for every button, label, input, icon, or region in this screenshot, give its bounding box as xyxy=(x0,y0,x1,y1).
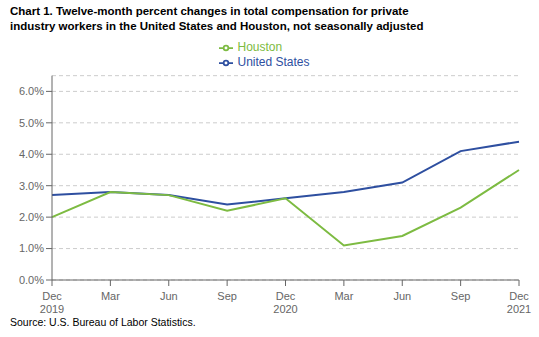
svg-text:4.0%: 4.0% xyxy=(19,148,44,160)
svg-text:5.0%: 5.0% xyxy=(19,117,44,129)
html-text:Houston: Houston xyxy=(237,40,283,54)
svg-text:Dec2021: Dec2021 xyxy=(507,290,531,314)
html-text:Chart 1. Twelve-month percent: Chart 1. Twelve-month percent changes in… xyxy=(10,5,409,17)
svg-text:Sep: Sep xyxy=(217,290,237,302)
html-text:United States: United States xyxy=(237,54,310,69)
svg-text:0.0%: 0.0% xyxy=(19,274,44,286)
svg-text:Jun: Jun xyxy=(393,290,411,302)
html-text:Source: U.S. Bureau of Labor S: Source: U.S. Bureau of Labor Statistics. xyxy=(10,316,196,328)
svg-text:6.0%: 6.0% xyxy=(19,85,44,97)
html-text:industry workers in the United: industry workers in the United States an… xyxy=(10,20,424,32)
svg-text:Dec2020: Dec2020 xyxy=(273,290,297,314)
svg-text:Jun: Jun xyxy=(160,290,178,302)
svg-text:3.0%: 3.0% xyxy=(19,180,44,192)
svg-text:Mar: Mar xyxy=(101,290,120,302)
svg-text:Sep: Sep xyxy=(451,290,471,302)
svg-text:Mar: Mar xyxy=(334,290,353,302)
svg-text:1.0%: 1.0% xyxy=(19,242,44,254)
svg-text:Dec2019: Dec2019 xyxy=(40,290,64,314)
svg-text:2.0%: 2.0% xyxy=(19,211,44,223)
